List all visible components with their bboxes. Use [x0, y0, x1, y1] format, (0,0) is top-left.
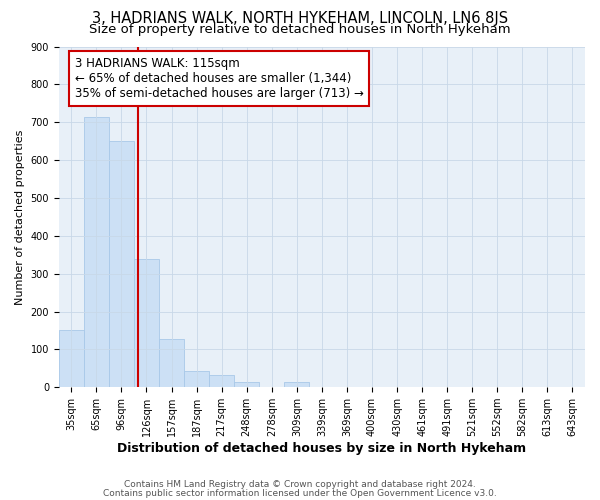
Bar	[284, 382, 310, 387]
Y-axis label: Number of detached properties: Number of detached properties	[15, 129, 25, 304]
Bar	[84, 116, 109, 387]
Bar	[134, 258, 159, 387]
Text: 3, HADRIANS WALK, NORTH HYKEHAM, LINCOLN, LN6 8JS: 3, HADRIANS WALK, NORTH HYKEHAM, LINCOLN…	[92, 11, 508, 26]
Text: Contains public sector information licensed under the Open Government Licence v3: Contains public sector information licen…	[103, 488, 497, 498]
Bar	[159, 339, 184, 387]
X-axis label: Distribution of detached houses by size in North Hykeham: Distribution of detached houses by size …	[118, 442, 526, 455]
Bar	[209, 375, 234, 387]
Bar	[184, 371, 209, 387]
Text: 3 HADRIANS WALK: 115sqm
← 65% of detached houses are smaller (1,344)
35% of semi: 3 HADRIANS WALK: 115sqm ← 65% of detache…	[74, 56, 364, 100]
Text: Size of property relative to detached houses in North Hykeham: Size of property relative to detached ho…	[89, 22, 511, 36]
Bar	[109, 141, 134, 387]
Text: Contains HM Land Registry data © Crown copyright and database right 2024.: Contains HM Land Registry data © Crown c…	[124, 480, 476, 489]
Bar	[234, 382, 259, 387]
Bar	[59, 330, 84, 387]
